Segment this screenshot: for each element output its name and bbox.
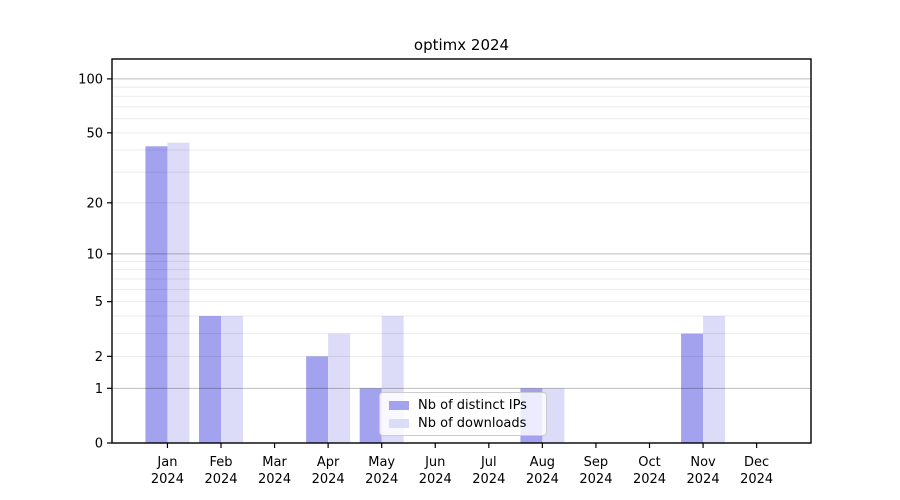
x-tick-label-month: Sep	[584, 455, 609, 470]
chart-title: optimx 2024	[413, 36, 510, 54]
x-tick-label-year: 2024	[204, 472, 237, 487]
x-tick-label-month: Jun	[424, 455, 445, 470]
bar-downloads-nov	[703, 316, 726, 443]
bar-downloads-jan	[167, 142, 190, 443]
y-tick-label: 2	[95, 350, 103, 365]
x-tick-label-year: 2024	[151, 472, 184, 487]
y-tick-label: 50	[86, 126, 103, 141]
legend-label-distinct-ips: Nb of distinct IPs	[418, 397, 527, 413]
x-tick-label-month: Feb	[209, 455, 232, 470]
bar-distinct-ips-nov	[681, 333, 704, 443]
x-tick-label-month: Jul	[480, 455, 497, 470]
x-tick-label-year: 2024	[312, 472, 345, 487]
y-tick-label: 5	[95, 295, 103, 310]
legend-item-downloads: Nb of downloads	[389, 416, 546, 431]
x-tick-label-month: Apr	[317, 455, 340, 470]
y-tick-label: 10	[86, 247, 103, 262]
x-tick-label-year: 2024	[526, 472, 559, 487]
bar-downloads-aug	[542, 388, 565, 443]
y-tick-label: 20	[86, 196, 103, 211]
x-tick-label-month: May	[368, 455, 395, 470]
x-tick-label-year: 2024	[365, 472, 398, 487]
x-tick-label-year: 2024	[687, 472, 720, 487]
bar-distinct-ips-jan	[145, 146, 168, 444]
legend-label-downloads: Nb of downloads	[418, 415, 527, 431]
x-tick-label-month: Jan	[156, 455, 177, 470]
x-tick-label-month: Oct	[638, 455, 660, 470]
y-tick-label: 100	[78, 72, 103, 87]
plot-frame	[111, 58, 812, 444]
y-tick-label: 0	[95, 437, 103, 452]
x-tick-label-year: 2024	[579, 472, 612, 487]
x-tick-label-month: Nov	[690, 455, 716, 470]
legend-swatch-distinct-ips	[389, 400, 409, 410]
bar-distinct-ips-may	[359, 388, 382, 443]
legend-item-distinct-ips: Nb of distinct IPs	[389, 398, 546, 413]
x-tick-label-year: 2024	[740, 472, 773, 487]
bar-distinct-ips-apr	[306, 356, 329, 443]
y-tick-label: 1	[95, 382, 103, 397]
legend-swatch-downloads	[389, 418, 409, 428]
x-tick-label-month: Dec	[744, 455, 769, 470]
x-tick-label-year: 2024	[472, 472, 505, 487]
bar-downloads-apr	[328, 333, 351, 443]
x-tick-label-month: Mar	[262, 455, 287, 470]
x-tick-label-month: Aug	[530, 455, 555, 470]
chart-legend: Nb of distinct IPs Nb of downloads	[379, 392, 547, 436]
x-tick-label-year: 2024	[419, 472, 452, 487]
bar-distinct-ips-feb	[199, 316, 222, 443]
x-tick-label-year: 2024	[258, 472, 291, 487]
bar-downloads-feb	[221, 316, 244, 443]
x-tick-label-year: 2024	[633, 472, 666, 487]
